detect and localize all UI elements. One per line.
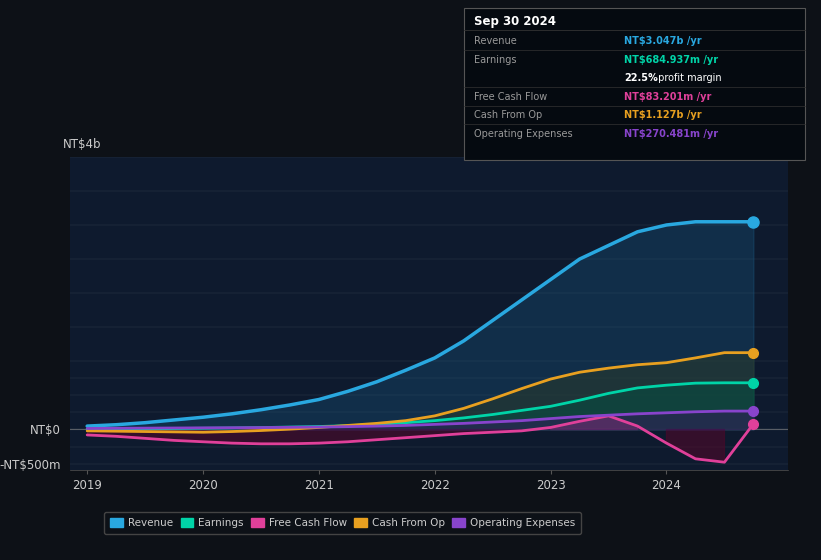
Text: NT$684.937m /yr: NT$684.937m /yr — [624, 55, 718, 64]
Legend: Revenue, Earnings, Free Cash Flow, Cash From Op, Operating Expenses: Revenue, Earnings, Free Cash Flow, Cash … — [104, 512, 581, 534]
Text: Earnings: Earnings — [474, 55, 516, 64]
Text: Revenue: Revenue — [474, 36, 516, 46]
Text: Sep 30 2024: Sep 30 2024 — [474, 15, 556, 28]
Text: NT$1.127b /yr: NT$1.127b /yr — [624, 110, 702, 120]
Text: NT$83.201m /yr: NT$83.201m /yr — [624, 92, 711, 101]
Text: Free Cash Flow: Free Cash Flow — [474, 92, 547, 101]
Text: profit margin: profit margin — [655, 73, 722, 83]
Text: NT$270.481m /yr: NT$270.481m /yr — [624, 129, 718, 138]
Text: Operating Expenses: Operating Expenses — [474, 129, 572, 138]
Text: Cash From Op: Cash From Op — [474, 110, 542, 120]
Text: 22.5%: 22.5% — [624, 73, 658, 83]
Text: NT$3.047b /yr: NT$3.047b /yr — [624, 36, 702, 46]
Text: NT$4b: NT$4b — [62, 138, 101, 151]
